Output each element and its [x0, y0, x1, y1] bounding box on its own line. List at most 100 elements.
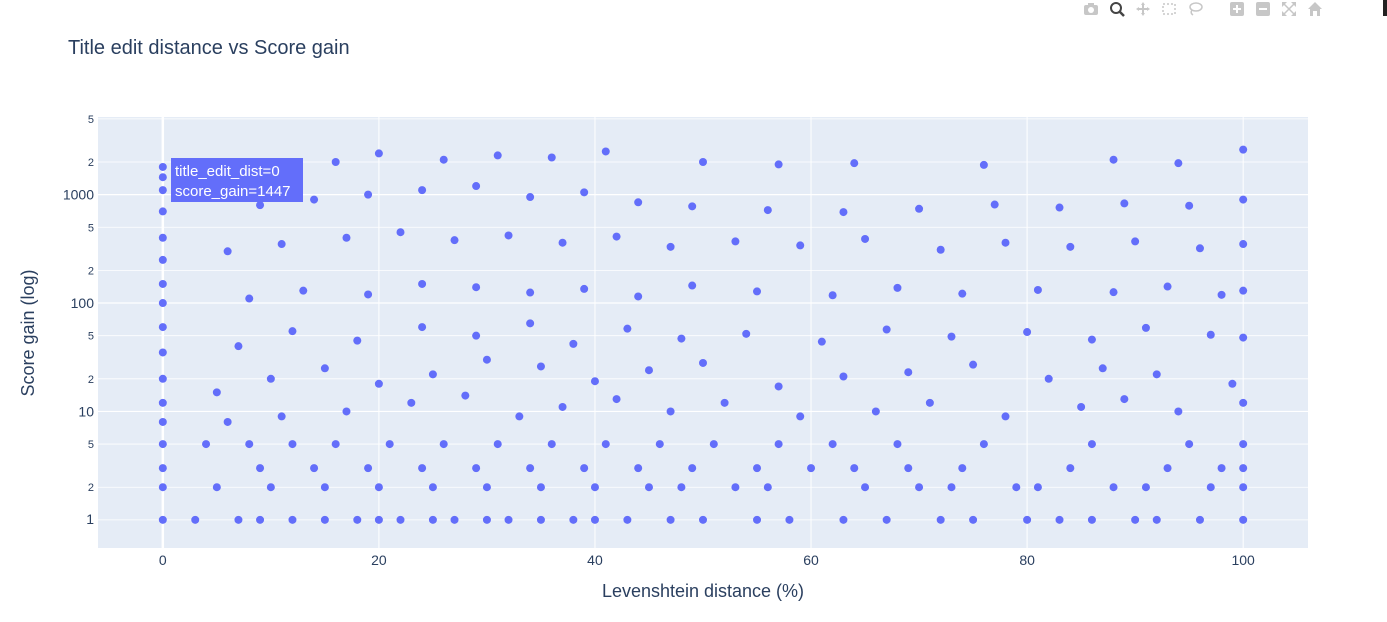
data-point[interactable]	[807, 464, 816, 473]
data-point[interactable]	[1055, 515, 1064, 524]
data-point[interactable]	[1163, 282, 1172, 291]
data-point[interactable]	[1087, 440, 1096, 449]
data-point[interactable]	[850, 464, 859, 473]
data-point[interactable]	[277, 240, 286, 249]
data-point[interactable]	[1206, 330, 1215, 339]
data-point[interactable]	[1120, 395, 1129, 404]
data-point[interactable]	[915, 483, 924, 492]
data-point[interactable]	[234, 515, 243, 524]
data-point[interactable]	[515, 412, 524, 421]
data-point[interactable]	[969, 360, 978, 369]
data-point[interactable]	[1152, 370, 1161, 379]
data-point[interactable]	[1174, 159, 1183, 168]
data-point[interactable]	[342, 233, 351, 242]
data-point[interactable]	[774, 382, 783, 391]
data-point[interactable]	[1066, 242, 1075, 251]
data-point[interactable]	[688, 202, 697, 211]
data-point[interactable]	[158, 398, 167, 407]
data-point[interactable]	[428, 483, 437, 492]
data-point[interactable]	[590, 377, 599, 386]
zoom-icon[interactable]	[1106, 0, 1128, 18]
data-point[interactable]	[1239, 464, 1248, 473]
data-point[interactable]	[1239, 333, 1248, 342]
data-point[interactable]	[234, 342, 243, 351]
data-point[interactable]	[1239, 145, 1248, 154]
data-point[interactable]	[1141, 483, 1150, 492]
data-point[interactable]	[320, 515, 329, 524]
data-point[interactable]	[1239, 240, 1248, 249]
data-point[interactable]	[1055, 203, 1064, 212]
data-point[interactable]	[1131, 515, 1140, 524]
data-point[interactable]	[947, 483, 956, 492]
data-point[interactable]	[256, 201, 265, 210]
data-point[interactable]	[590, 515, 599, 524]
data-point[interactable]	[753, 515, 762, 524]
data-point[interactable]	[893, 283, 902, 292]
data-point[interactable]	[158, 162, 167, 171]
data-point[interactable]	[688, 281, 697, 290]
data-point[interactable]	[1185, 201, 1194, 210]
data-point[interactable]	[699, 358, 707, 367]
data-point[interactable]	[731, 237, 740, 246]
data-point[interactable]	[158, 173, 167, 182]
data-point[interactable]	[428, 515, 437, 524]
data-point[interactable]	[266, 374, 275, 383]
data-point[interactable]	[1033, 285, 1042, 294]
data-point[interactable]	[158, 515, 167, 524]
data-point[interactable]	[634, 292, 643, 301]
data-point[interactable]	[925, 398, 934, 407]
data-point[interactable]	[1023, 515, 1032, 524]
data-point[interactable]	[1098, 364, 1107, 373]
data-point[interactable]	[1163, 464, 1172, 473]
data-point[interactable]	[310, 195, 319, 204]
data-point[interactable]	[482, 483, 491, 492]
data-point[interactable]	[191, 515, 200, 524]
data-point[interactable]	[580, 464, 589, 473]
data-point[interactable]	[1206, 483, 1215, 492]
data-point[interactable]	[623, 515, 632, 524]
data-point[interactable]	[612, 232, 621, 241]
data-point[interactable]	[1239, 286, 1248, 295]
data-point[interactable]	[158, 207, 167, 216]
data-point[interactable]	[1239, 515, 1248, 524]
data-point[interactable]	[1185, 440, 1194, 449]
data-point[interactable]	[882, 325, 891, 334]
reset-axes-icon[interactable]	[1304, 0, 1326, 18]
data-point[interactable]	[1120, 199, 1129, 208]
data-point[interactable]	[1023, 328, 1032, 337]
data-point[interactable]	[644, 366, 653, 375]
data-point[interactable]	[1109, 483, 1118, 492]
data-point[interactable]	[904, 368, 913, 377]
data-point[interactable]	[342, 407, 351, 416]
data-point[interactable]	[320, 483, 329, 492]
data-point[interactable]	[796, 412, 805, 421]
data-point[interactable]	[677, 334, 686, 343]
data-point[interactable]	[1012, 483, 1021, 492]
data-point[interactable]	[547, 440, 556, 449]
data-point[interactable]	[526, 193, 535, 202]
data-point[interactable]	[699, 515, 707, 524]
data-point[interactable]	[288, 440, 297, 449]
data-point[interactable]	[958, 464, 967, 473]
data-point[interactable]	[731, 483, 740, 492]
data-point[interactable]	[288, 327, 297, 336]
data-point[interactable]	[1239, 398, 1248, 407]
data-point[interactable]	[1044, 374, 1053, 383]
data-point[interactable]	[310, 464, 319, 473]
data-point[interactable]	[774, 440, 783, 449]
data-point[interactable]	[601, 147, 610, 156]
data-point[interactable]	[418, 186, 427, 195]
data-point[interactable]	[1217, 464, 1226, 473]
data-point[interactable]	[418, 279, 427, 288]
lasso-select-icon[interactable]	[1184, 0, 1206, 18]
data-point[interactable]	[1152, 515, 1161, 524]
data-point[interactable]	[428, 370, 437, 379]
data-point[interactable]	[353, 336, 362, 345]
data-point[interactable]	[277, 412, 286, 421]
data-point[interactable]	[871, 407, 880, 416]
data-point[interactable]	[364, 464, 373, 473]
data-point[interactable]	[1087, 335, 1096, 344]
data-point[interactable]	[396, 228, 405, 237]
box-select-icon[interactable]	[1158, 0, 1180, 18]
data-point[interactable]	[590, 483, 599, 492]
